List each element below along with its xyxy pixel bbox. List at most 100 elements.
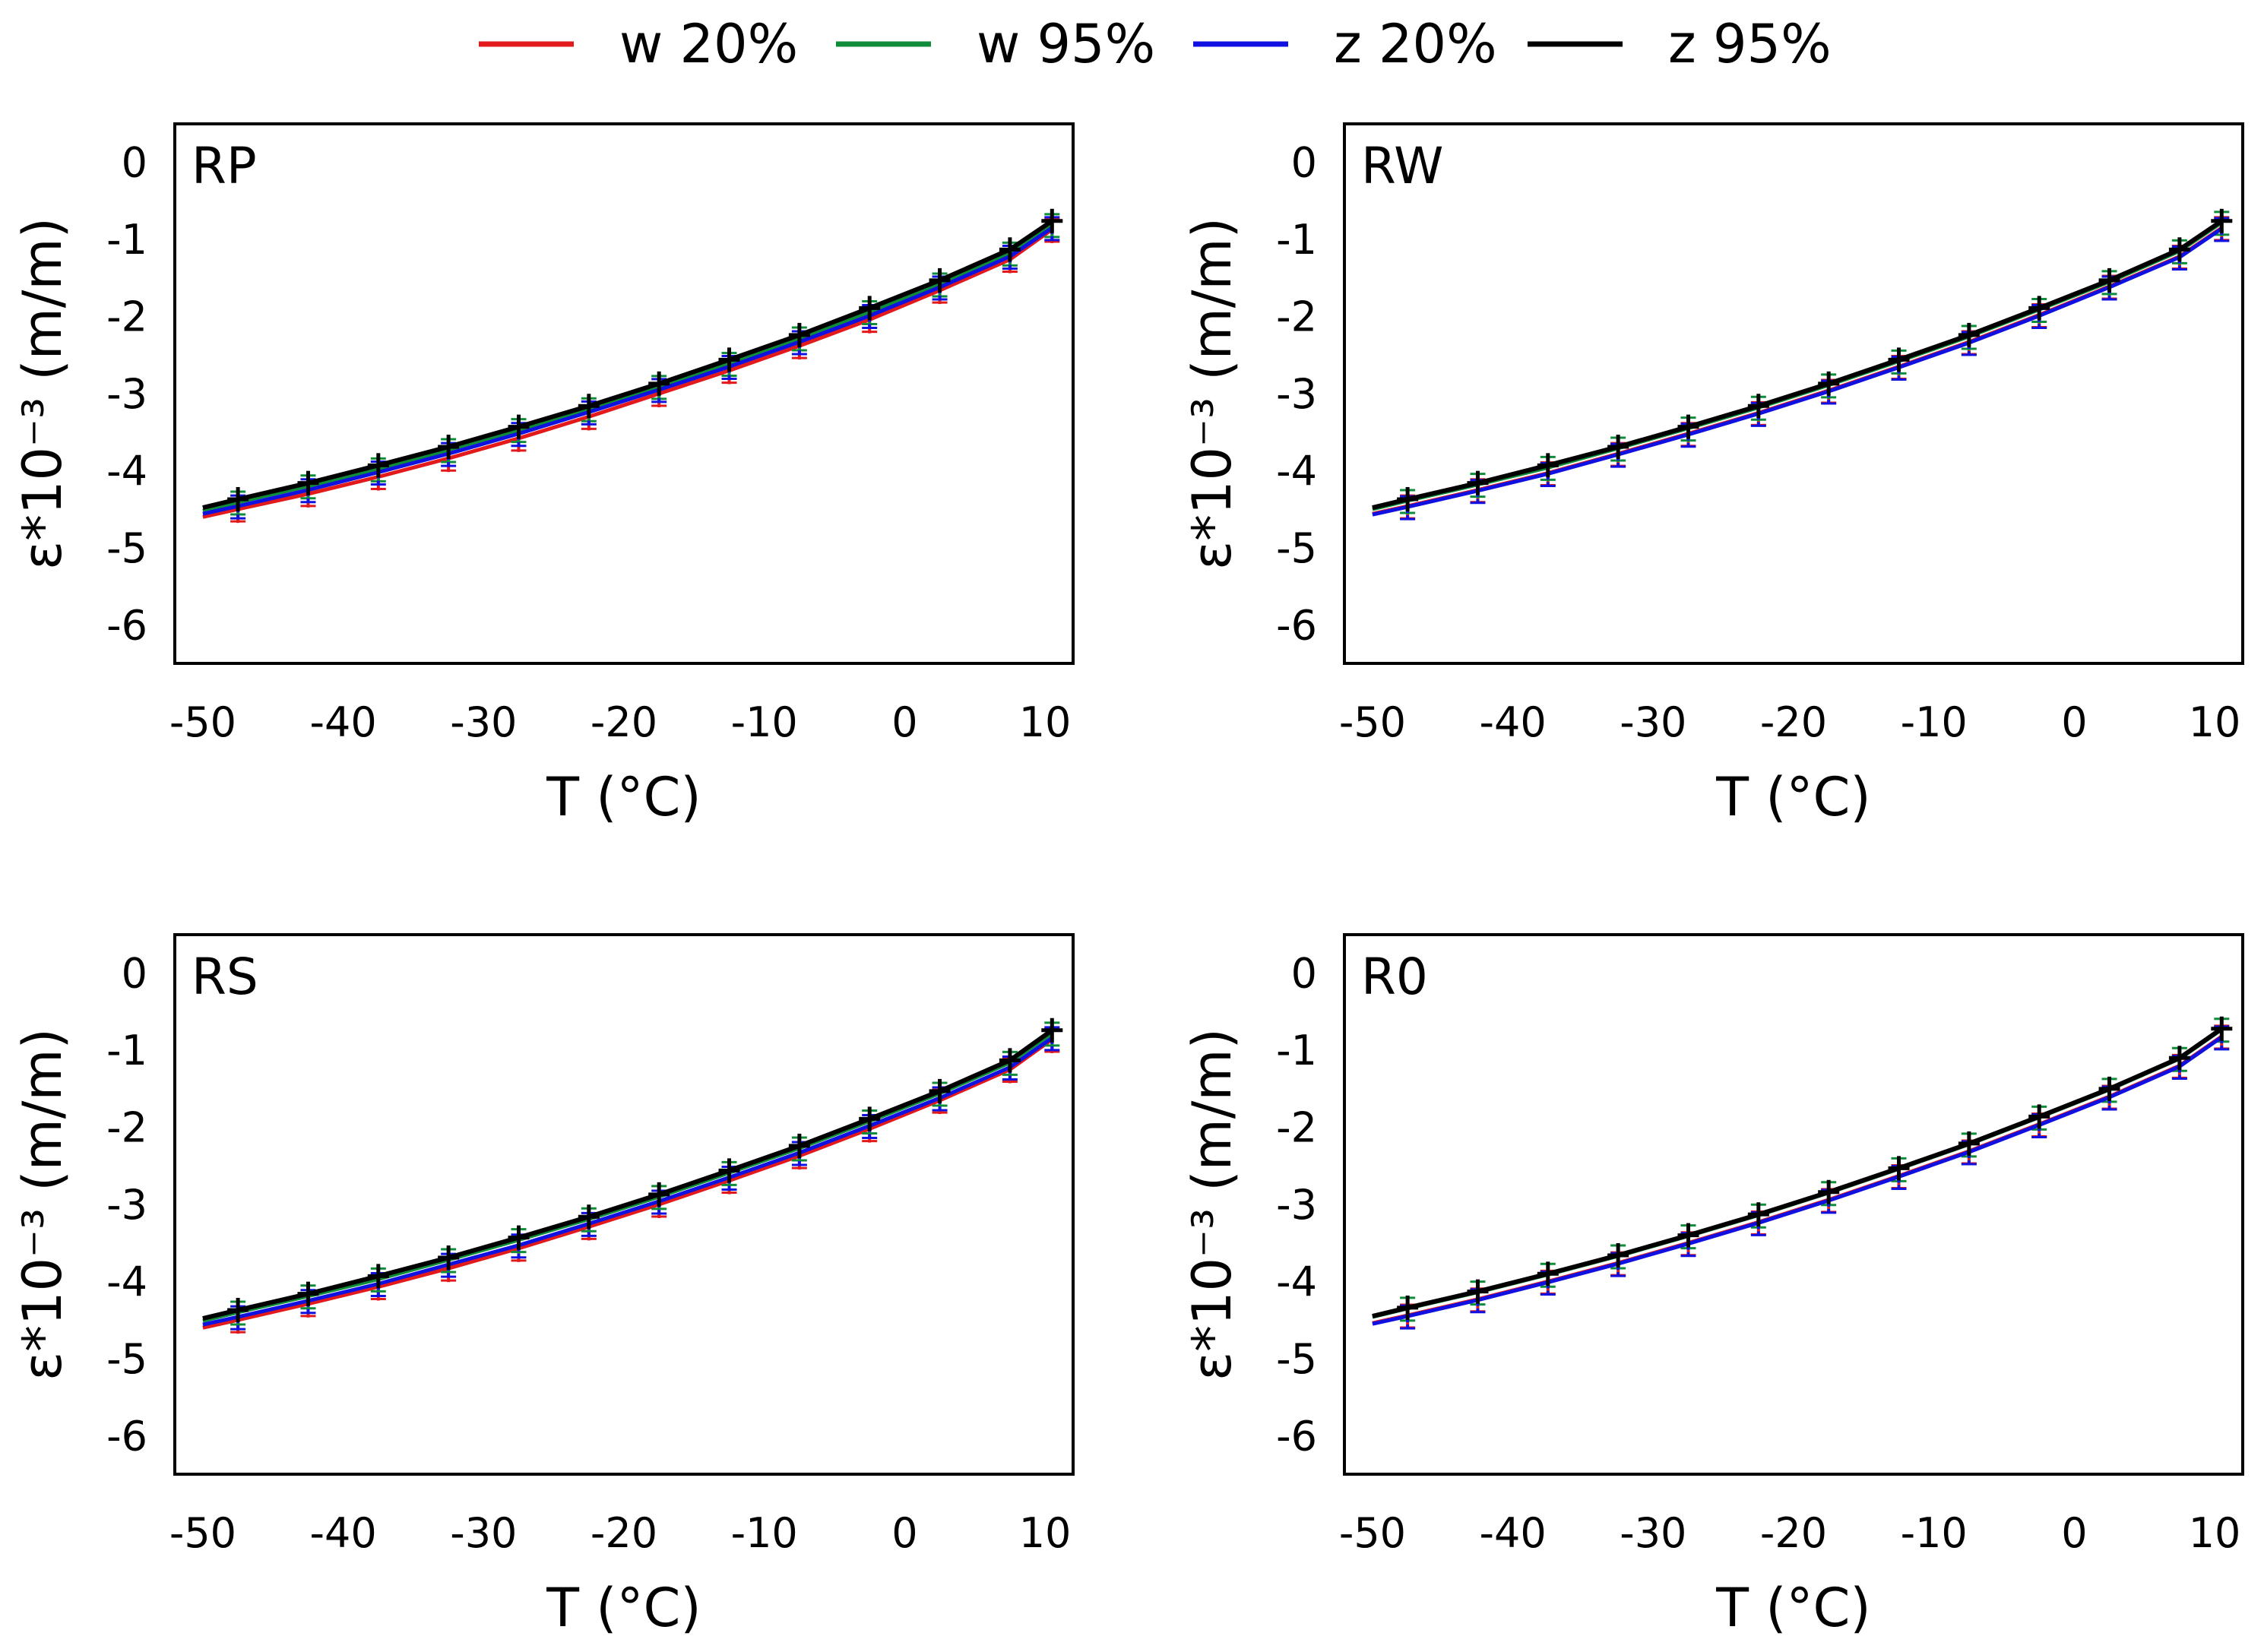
y-tick-label: -3 [1276, 1181, 1317, 1229]
y-tick-label: -5 [106, 524, 147, 572]
data-point [508, 1225, 530, 1250]
x-tick-label: -30 [450, 698, 517, 746]
panel-label: RW [1361, 137, 1443, 195]
data-point [999, 1048, 1021, 1073]
panel-label: R0 [1361, 948, 1428, 1006]
data-point [227, 486, 249, 511]
plot-area [173, 933, 1075, 1476]
legend-label: w 20% [619, 13, 798, 75]
y-tick-label: -3 [1276, 370, 1317, 418]
data-point [1958, 1131, 1980, 1156]
y-tick-label: -1 [1276, 1027, 1317, 1074]
panels: 0-1-2-3-4-5-6-50 -40 -30 -20 -10 0 10T (°C)ε*1… [11, 122, 2244, 1639]
x-axis-label: T (°C) [546, 1577, 701, 1639]
x-axis-label: T (°C) [1715, 766, 1871, 828]
x-tick-label: -50 [1339, 698, 1406, 746]
data-point [929, 267, 951, 293]
series-line [202, 1036, 1053, 1327]
y-tick-label: -6 [1276, 601, 1317, 649]
x-tick-label: 0 [891, 698, 917, 746]
series-line [202, 226, 1053, 516]
data-point [367, 1264, 389, 1289]
series-line [202, 1028, 1054, 1321]
series-w-95 [202, 212, 1060, 517]
panel-label: RS [192, 948, 258, 1006]
data-point [718, 347, 740, 372]
series-line [202, 1031, 1053, 1323]
x-tick-label: -20 [1760, 1509, 1827, 1557]
x-tick-label: -30 [1620, 1509, 1686, 1557]
x-tick-label: -40 [1480, 698, 1547, 746]
data-point [1958, 322, 1980, 347]
data-point [1747, 1202, 1769, 1227]
x-tick-label: -30 [450, 1509, 517, 1557]
x-tick-label: -10 [731, 698, 798, 746]
x-tick-label: -40 [310, 698, 377, 746]
x-tick-label: -30 [1620, 698, 1686, 746]
data-point [1397, 1295, 1419, 1320]
y-tick-label: -4 [1276, 1258, 1317, 1305]
data-point [2098, 267, 2120, 293]
y-axis-label: ε*10⁻³ (m/m) [11, 217, 74, 570]
data-point [999, 237, 1021, 262]
series-z-95 [1372, 1016, 2233, 1320]
x-tick-label: -50 [1339, 1509, 1406, 1557]
series-z-20 [202, 1025, 1060, 1331]
data-point [1537, 1261, 1559, 1286]
data-point [1041, 1017, 1063, 1043]
data-point [438, 434, 460, 459]
data-point [367, 453, 389, 478]
plot-area [1343, 933, 2244, 1476]
series-w-95 [1372, 210, 2230, 514]
data-point [297, 1281, 319, 1306]
data-point [1888, 347, 1910, 372]
x-tick-label: 10 [1019, 698, 1072, 746]
series-w-95 [1372, 1017, 2230, 1322]
series-line [202, 1037, 1053, 1330]
y-tick-label: -2 [1276, 293, 1317, 341]
series-line [202, 227, 1053, 519]
y-tick-label: -1 [106, 216, 147, 264]
x-axis-label: T (°C) [546, 766, 701, 828]
y-tick-label: -2 [106, 1104, 147, 1152]
panel-r0: 0 -1 -2 -3 -4 -5 -6 -50 -40 -30 -20 -10 0 10 T (°C) ε*1… [1181, 933, 2244, 1639]
legend-entry-z-95: z 95% [1528, 13, 1832, 75]
x-tick-label: 0 [2061, 698, 2087, 746]
x-tick-label: 10 [2189, 698, 2241, 746]
y-tick-label: 0 [1291, 950, 1317, 998]
series-w-20 [1372, 215, 2230, 521]
data-point [1607, 434, 1629, 459]
data-point [227, 1297, 249, 1322]
series-z-95 [202, 1017, 1063, 1322]
data-point [2168, 237, 2190, 262]
x-tick-label: -10 [731, 1509, 798, 1557]
series-z-95 [202, 208, 1063, 511]
series-group [1372, 208, 2233, 521]
y-tick-label: -2 [106, 293, 147, 341]
series-z-95 [1372, 208, 2233, 511]
x-tick-label: -50 [169, 698, 236, 746]
y-tick-label: -4 [106, 447, 147, 495]
y-tick-label: 0 [122, 950, 147, 998]
panel-rs: 0 -1 -2 -3 -4 -5 -6 -50 -40 -30 -20 -10 0 10 T (°C) ε*1… [11, 933, 1075, 1639]
series-group [1372, 1016, 2233, 1331]
y-tick-label: 0 [122, 139, 147, 187]
x-tick-label: -40 [1480, 1509, 1547, 1557]
y-tick-label: -5 [1276, 1335, 1317, 1383]
y-tick-label: -5 [106, 1335, 147, 1383]
data-point [648, 371, 670, 396]
data-point [2028, 1104, 2050, 1129]
series-line [1372, 1027, 2223, 1319]
series-w-95 [202, 1021, 1060, 1326]
legend: w 20% w 95% z 20% z 95% [479, 13, 1832, 75]
panel-rw: 0 -1 -2 -3 -4 -5 -6 -50 -40 -30 -20 -10 0 10 T (°C) ε*1… [1181, 122, 2244, 828]
legend-entry-w-95: w 95% [836, 13, 1155, 75]
series-line [1372, 1034, 2223, 1325]
data-point [1467, 470, 1489, 495]
plot-area [1343, 122, 2244, 665]
y-axis-label: ε*10⁻³ (m/m) [1181, 217, 1243, 570]
data-point [438, 1245, 460, 1270]
data-point [929, 1078, 951, 1103]
series-line [1372, 219, 2223, 511]
x-tick-label: 10 [2189, 1509, 2241, 1557]
